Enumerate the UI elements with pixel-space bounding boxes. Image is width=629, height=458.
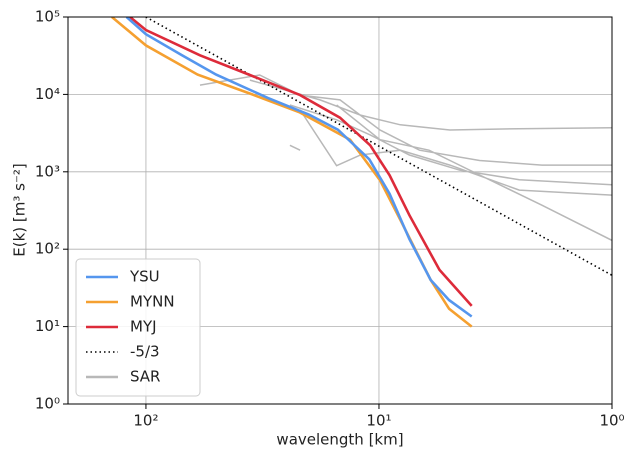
x-tick-label: 10²	[133, 412, 158, 430]
y-tick-label: 10⁰	[35, 395, 60, 413]
legend-label: MYJ	[130, 318, 157, 336]
line-series	[199, 74, 612, 242]
y-tick-label: 10⁴	[35, 85, 60, 103]
legend-label: SAR	[130, 368, 160, 386]
legend-label: MYNN	[130, 293, 175, 311]
y-axis-label: E(k) [m³ s⁻²]	[11, 163, 29, 256]
line-series	[129, 17, 473, 307]
line-series	[125, 17, 473, 318]
legend: YSU MYNN MYJ -5/3 SAR	[75, 258, 201, 397]
legend-label: YSU	[129, 268, 160, 286]
x-tick-label: 10⁰	[599, 412, 624, 430]
legend-label: -5/3	[130, 343, 160, 361]
y-tick-label: 10⁵	[35, 8, 60, 26]
x-axis-label: wavelength [km]	[276, 431, 403, 449]
line-series	[145, 17, 612, 276]
y-tick-label: 10³	[35, 162, 60, 180]
ticks: 10² 10¹ 10⁰ 10⁰ 10¹ 10² 10³ 10⁴ 10⁵	[35, 8, 625, 430]
lines	[111, 17, 612, 328]
y-tick-label: 10²	[35, 240, 60, 258]
y-tick-label: 10¹	[35, 317, 60, 335]
x-tick-label: 10¹	[366, 412, 391, 430]
plot-frame	[67, 16, 613, 405]
legend-box	[75, 258, 201, 397]
